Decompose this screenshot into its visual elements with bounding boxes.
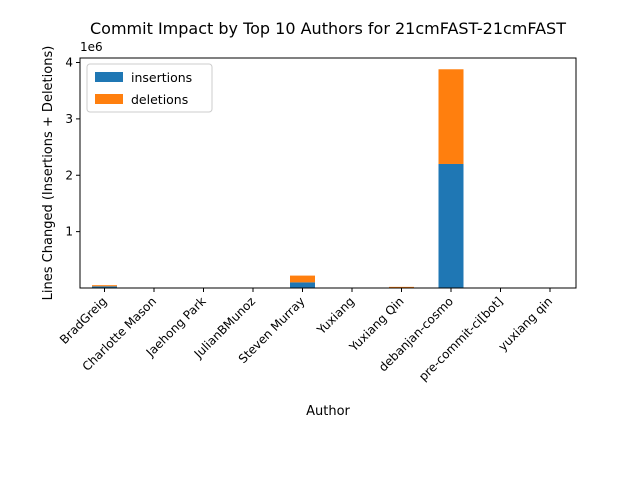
bar-deletions-6 bbox=[389, 287, 414, 288]
bar-insertions-4 bbox=[290, 282, 315, 288]
x-tick-label-8: pre-commit-ci[bot] bbox=[416, 294, 506, 384]
y-scale-note: 1e6 bbox=[80, 40, 103, 54]
y-tick-label-1: 2 bbox=[65, 168, 73, 182]
legend-label-deletions: deletions bbox=[131, 92, 188, 107]
y-axis-label: Lines Changed (Insertions + Deletions) bbox=[41, 46, 56, 301]
x-tick-label-5: Yuxiang bbox=[314, 294, 358, 338]
bar-deletions-4 bbox=[290, 276, 315, 283]
bar-deletions-7 bbox=[439, 69, 464, 164]
chart-title: Commit Impact by Top 10 Authors for 21cm… bbox=[90, 19, 566, 38]
y-tick-label-2: 3 bbox=[65, 112, 73, 126]
x-axis-label: Author bbox=[306, 404, 350, 419]
x-tick-label-0: BradGreig bbox=[57, 294, 110, 347]
bar-deletions-0 bbox=[92, 285, 117, 286]
y-tick-label-3: 4 bbox=[65, 56, 73, 70]
bar-insertions-7 bbox=[439, 164, 464, 288]
y-ticks: 1 2 3 4 bbox=[65, 56, 80, 239]
legend: insertions deletions bbox=[87, 64, 212, 112]
legend-label-insertions: insertions bbox=[131, 70, 192, 85]
legend-swatch-insertions bbox=[95, 72, 123, 82]
y-tick-label-0: 1 bbox=[65, 225, 73, 239]
legend-swatch-deletions bbox=[95, 94, 123, 104]
